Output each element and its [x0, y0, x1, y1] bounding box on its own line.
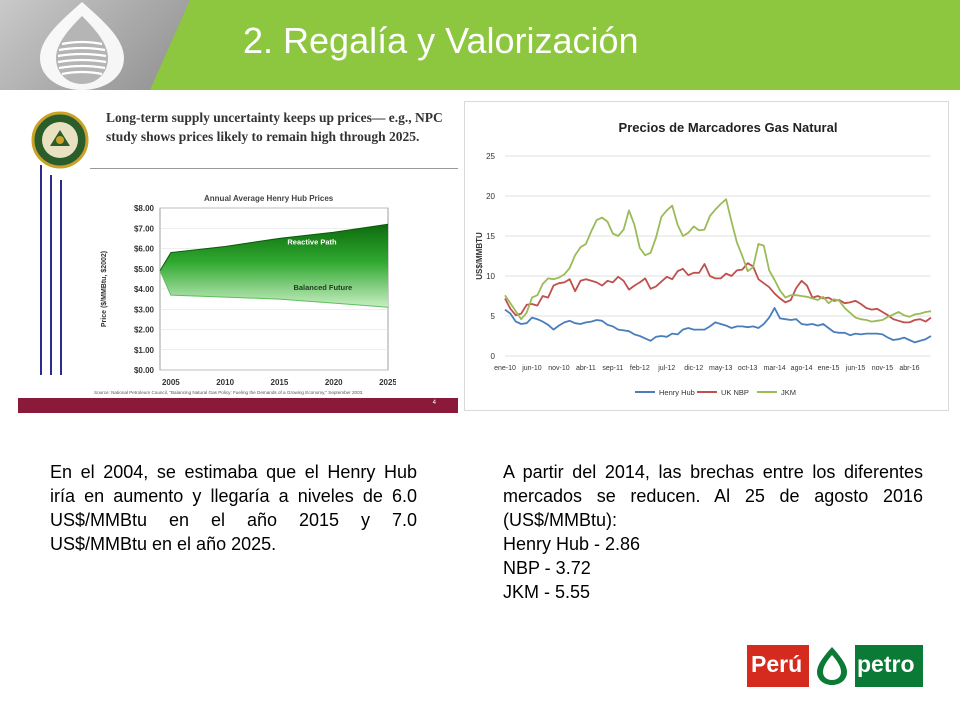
x-tick-label: may-13	[709, 365, 732, 372]
legend-label: Henry Hub	[659, 388, 695, 397]
petroperu-drop-icon	[40, 2, 124, 90]
logo-drop-area	[809, 645, 855, 687]
y-tick-label: $8.00	[134, 204, 155, 213]
x-tick-label: 2005	[162, 378, 180, 387]
x-tick-label: 2025	[379, 378, 396, 387]
peru-petro-logo: Perú petro	[747, 645, 923, 687]
x-tick-label: jul-12	[657, 365, 675, 372]
series-line-jkm	[504, 198, 932, 323]
y-tick-label: 0	[491, 352, 496, 361]
x-tick-label: abr-11	[576, 365, 596, 372]
series-balanced-future	[159, 270, 389, 308]
price-band-area	[160, 224, 388, 308]
chart-source-note: Source: National Petroleum Council, "Bal…	[94, 390, 364, 395]
henry-hub-chart-title: Annual Average Henry Hub Prices	[204, 194, 334, 203]
jkm-price-line: JKM - 5.55	[503, 582, 591, 602]
x-tick-label: oct-13	[738, 365, 758, 372]
left-paragraph: En el 2004, se estimaba que el Henry Hub…	[50, 462, 417, 554]
series-line-henry-hub	[504, 307, 932, 344]
x-tick-label: ene-10	[494, 365, 516, 372]
label-reactive-path: Reactive Path	[287, 237, 337, 246]
y-tick-label: 15	[486, 232, 495, 241]
x-tick-label: jun-15	[845, 365, 866, 372]
y-tick-label: $5.00	[134, 265, 155, 274]
x-tick-label: 2010	[216, 378, 234, 387]
gas-chart-title: Precios de Marcadores Gas Natural	[619, 120, 838, 135]
y-tick-label: 5	[491, 312, 496, 321]
npc-study-image: Long-term supply uncertainty keeps up pr…	[18, 100, 458, 413]
right-paragraph: A partir del 2014, las brechas entre los…	[503, 462, 923, 530]
x-tick-label: jun-10	[521, 365, 542, 372]
henry-hub-price-line: Henry Hub - 2.86	[503, 534, 641, 554]
legend-label: JKM	[781, 388, 796, 397]
x-tick-label: ago-14	[791, 365, 813, 372]
y-tick-label: 10	[486, 272, 495, 281]
right-text-block: A partir del 2014, las brechas entre los…	[503, 460, 923, 604]
y-tick-label: 25	[486, 152, 495, 161]
logo-word-petro: petro	[857, 651, 915, 677]
label-balanced-future: Balanced Future	[293, 283, 352, 292]
gas-markers-chart-image: Precios de Marcadores Gas Natural 0 5 10 15 2…	[464, 101, 949, 411]
y-axis-label: US$/MMBTU	[475, 232, 484, 280]
logo-word-peru: Perú	[751, 651, 803, 677]
x-tick-label: mar-14	[764, 365, 786, 372]
logo-drop-icon	[817, 647, 847, 685]
x-tick-label: feb-12	[630, 365, 650, 372]
page-number: 4	[432, 400, 436, 406]
x-tick-label: abr-16	[899, 365, 919, 372]
henry-hub-chart: $0.00 $1.00 $2.00 $3.00 $4.00 $5.00 $6.00 $7.00…	[101, 204, 396, 387]
y-tick-label: $1.00	[134, 346, 155, 355]
header-green-band	[190, 0, 960, 90]
x-tick-label: 2020	[325, 378, 343, 387]
nbp-price-line: NBP - 3.72	[503, 558, 591, 578]
y-axis-label: Price ($/MMBtu, $2002)	[101, 251, 108, 327]
y-tick-label: $2.00	[134, 326, 155, 335]
gas-markers-chart: Precios de Marcadores Gas Natural 0 5 10 15 2…	[475, 120, 932, 397]
logo-red-block	[747, 645, 809, 687]
legend-label: UK NBP	[721, 388, 749, 397]
y-tick-label: $0.00	[134, 366, 155, 375]
series-reactive-path	[159, 223, 389, 272]
footer-bar: 4	[18, 398, 458, 413]
divider	[90, 168, 458, 169]
series-line-uk-nbp	[504, 262, 932, 324]
y-tick-label: $7.00	[134, 224, 155, 233]
x-tick-label: dic-12	[684, 365, 703, 372]
x-tick-label: ene-15	[818, 365, 840, 372]
x-tick-label: nov-10	[548, 365, 570, 372]
doe-seal-icon	[31, 111, 89, 169]
y-tick-label: $3.00	[134, 305, 155, 314]
x-tick-label: nov-15	[872, 365, 894, 372]
x-tick-label: 2015	[271, 378, 289, 387]
y-tick-label: $4.00	[134, 285, 155, 294]
slide-header: 2. Regalía y Valorización	[0, 0, 960, 90]
x-tick-label: sep-11	[602, 365, 623, 372]
npc-headline: Long-term supply uncertainty keeps up pr…	[106, 110, 443, 144]
header-wedge	[150, 0, 190, 90]
slide-title: 2. Regalía y Valorización	[243, 20, 639, 61]
y-tick-label: $6.00	[134, 245, 155, 254]
y-tick-label: 20	[486, 192, 495, 201]
